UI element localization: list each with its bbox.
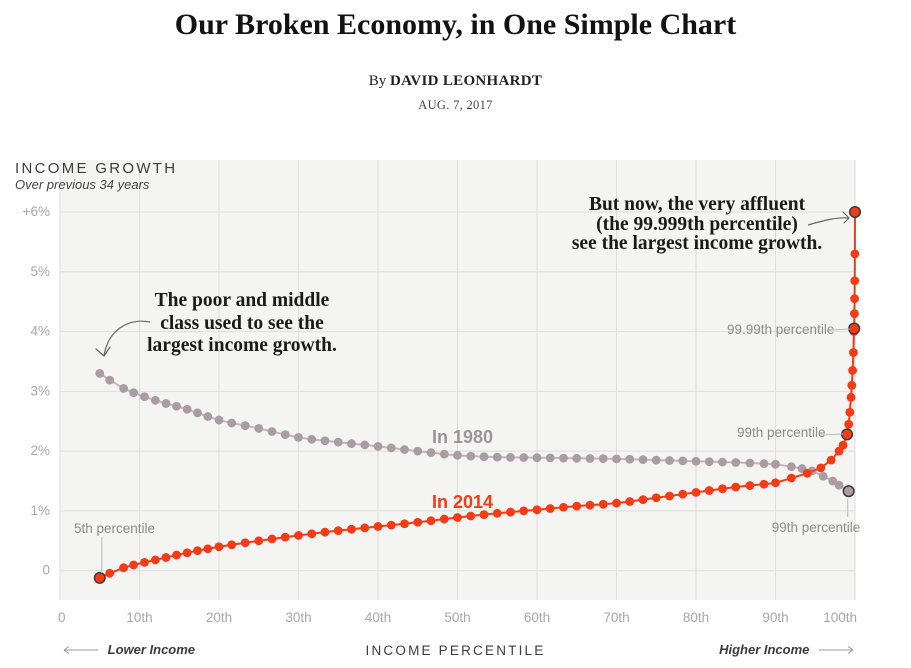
svg-text:99.99th percentile: 99.99th percentile xyxy=(727,322,834,337)
svg-text:70th: 70th xyxy=(603,610,629,625)
svg-text:2%: 2% xyxy=(30,443,50,458)
svg-text:1%: 1% xyxy=(30,503,50,518)
svg-text:4%: 4% xyxy=(30,324,50,339)
svg-text:+6%: +6% xyxy=(23,204,50,219)
svg-text:100th: 100th xyxy=(823,610,857,625)
svg-text:3%: 3% xyxy=(30,383,50,398)
svg-text:50th: 50th xyxy=(444,610,470,625)
svg-text:class used to see the: class used to see the xyxy=(160,313,324,334)
svg-text:INCOME GROWTH: INCOME GROWTH xyxy=(15,160,177,177)
svg-text:90th: 90th xyxy=(762,610,788,625)
svg-text:10th: 10th xyxy=(126,610,152,625)
svg-text:0: 0 xyxy=(42,563,50,578)
svg-text:But now, the very affluent: But now, the very affluent xyxy=(589,194,806,215)
svg-text:40th: 40th xyxy=(365,610,391,625)
svg-text:60th: 60th xyxy=(524,610,550,625)
svg-text:5th percentile: 5th percentile xyxy=(74,521,155,536)
svg-text:The poor and middle: The poor and middle xyxy=(155,290,330,311)
svg-text:99th percentile: 99th percentile xyxy=(737,425,826,440)
svg-text:see the largest income growth.: see the largest income growth. xyxy=(572,233,822,254)
svg-text:99th percentile: 99th percentile xyxy=(772,520,861,535)
svg-text:(the 99.999th percentile): (the 99.999th percentile) xyxy=(596,214,798,235)
svg-text:5%: 5% xyxy=(30,264,50,279)
svg-text:0: 0 xyxy=(58,610,66,625)
svg-text:80th: 80th xyxy=(683,610,709,625)
svg-text:In 2014: In 2014 xyxy=(432,492,493,512)
svg-text:20th: 20th xyxy=(206,610,232,625)
svg-text:Over previous 34 years: Over previous 34 years xyxy=(15,177,150,192)
svg-text:30th: 30th xyxy=(285,610,311,625)
svg-text:largest income growth.: largest income growth. xyxy=(147,335,337,356)
svg-text:In 1980: In 1980 xyxy=(432,427,493,447)
